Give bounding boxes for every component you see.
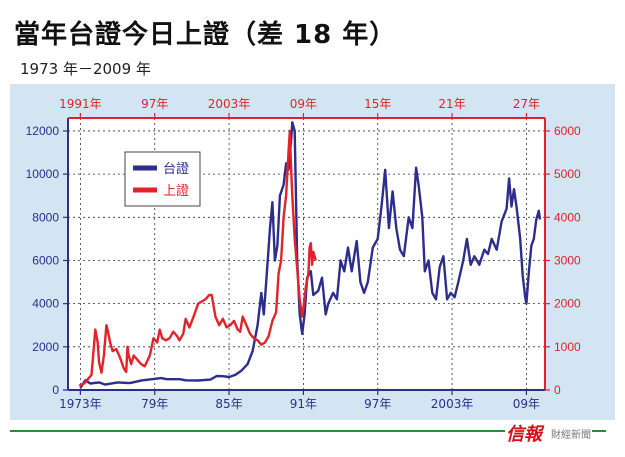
page-subtitle: 1973 年－2009 年	[20, 60, 151, 78]
x-bottom-tick-label: 85年	[215, 397, 242, 411]
y-left-tick-label: 8000	[32, 210, 59, 224]
x-bottom-tick-label: 79年	[141, 397, 168, 411]
y-left-tick-label: 6000	[32, 253, 59, 267]
legend-label: 台證	[163, 161, 189, 177]
x-bottom-tick-label: 2003年	[431, 397, 474, 411]
y-left-tick-label: 2000	[32, 340, 59, 354]
x-top-tick-label: 2003年	[208, 97, 251, 111]
y-right-tick-label: 6000	[554, 124, 581, 138]
y-right-tick-label: 5000	[554, 167, 581, 181]
legend-box	[124, 151, 201, 207]
y-left-tick-label: 0	[52, 383, 59, 397]
legend-label: 上證	[163, 183, 189, 199]
series-line-shanghai	[78, 129, 317, 387]
x-bottom-tick-label: 91年	[290, 397, 317, 411]
x-top-tick-label: 1991年	[59, 97, 102, 111]
x-top-tick-label: 21年	[438, 97, 465, 111]
x-top-tick-label: 97年	[141, 97, 168, 111]
y-left-tick-label: 10000	[26, 167, 60, 181]
x-bottom-tick-label: 09年	[513, 397, 540, 411]
y-right-tick-label: 1000	[554, 340, 581, 354]
y-left-tick-label: 12000	[26, 124, 60, 138]
brand-logo: 信報	[506, 424, 542, 445]
y-right-tick-label: 4000	[554, 210, 581, 224]
x-top-tick-label: 27年	[513, 97, 540, 111]
y-right-tick-label: 3000	[554, 253, 581, 267]
y-right-tick-label: 2000	[554, 297, 581, 311]
footer-rule	[10, 430, 505, 432]
footer-rule-end	[592, 430, 606, 432]
x-top-tick-label: 15年	[364, 97, 391, 111]
page-title: 當年台證今日上證（差 18 年）	[14, 20, 397, 50]
y-right-tick-label: 0	[554, 383, 561, 397]
x-top-tick-label: 09年	[290, 97, 317, 111]
brand-subtitle: 財經新聞	[551, 430, 591, 441]
x-bottom-tick-label: 1973年	[59, 397, 102, 411]
y-left-tick-label: 4000	[32, 297, 59, 311]
series-line-taiwan	[79, 121, 542, 389]
x-bottom-tick-label: 97年	[364, 397, 391, 411]
